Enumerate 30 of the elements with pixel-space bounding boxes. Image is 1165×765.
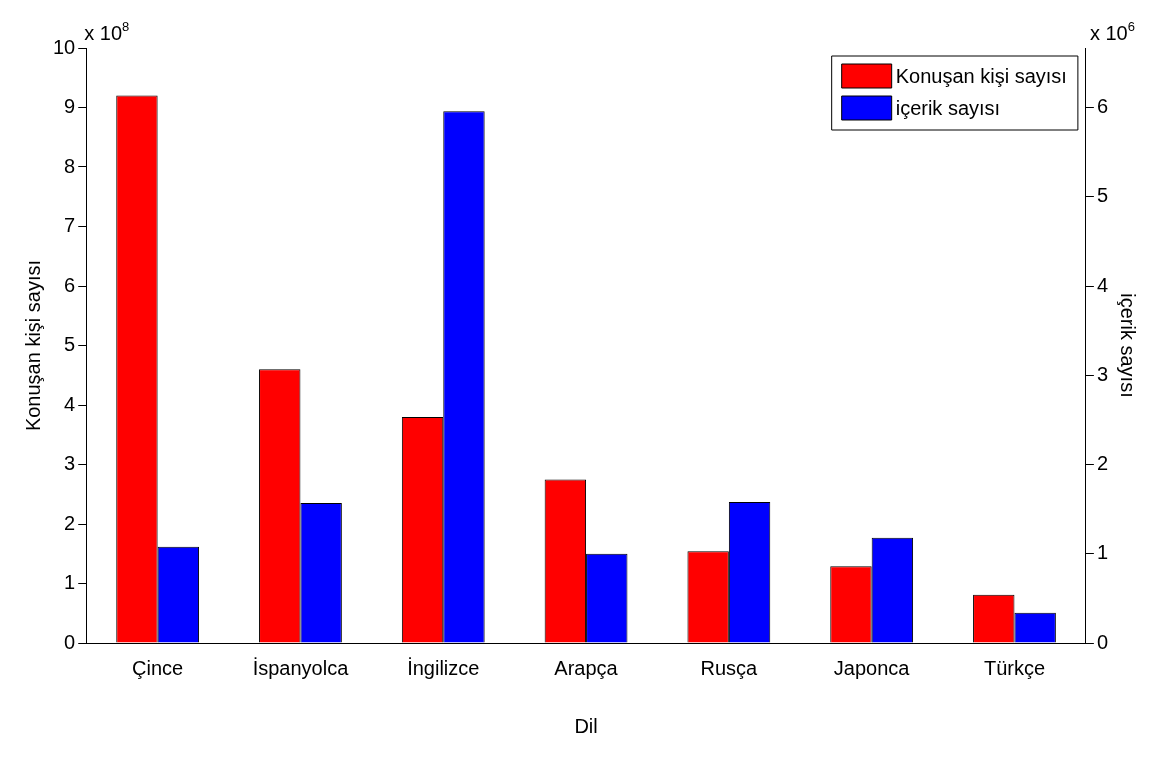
x-axis-title: Dil bbox=[574, 714, 598, 737]
y-tick-label: 6 bbox=[64, 273, 76, 296]
y2-axis-title: içerik sayısı bbox=[1117, 293, 1140, 398]
y2-tick-label: 4 bbox=[1096, 273, 1108, 296]
y2-tick-label: 1 bbox=[1096, 541, 1108, 564]
y-tick-label: 7 bbox=[64, 214, 76, 237]
x-tick-label: Türkçe bbox=[983, 656, 1046, 679]
y-tick-label: 8 bbox=[64, 154, 76, 177]
y2-tick-label: 6 bbox=[1096, 95, 1108, 118]
x-tick-label: Rusça bbox=[700, 656, 759, 679]
x-tick-label: İngilizce bbox=[407, 656, 480, 679]
y-tick-label: 5 bbox=[64, 333, 76, 356]
y-tick-label: 3 bbox=[64, 452, 76, 475]
x-tick-label: Çince bbox=[132, 656, 184, 679]
x-tick-label: Japonca bbox=[833, 656, 911, 679]
y-tick-label: 2 bbox=[64, 511, 76, 534]
y2-tick-label: 5 bbox=[1096, 184, 1108, 207]
x-tick-label: İspanyolca bbox=[252, 656, 350, 679]
y2-tick-label: 3 bbox=[1096, 362, 1108, 385]
legend-label: içerik sayısı bbox=[895, 96, 1001, 119]
y2-tick-label: 0 bbox=[1096, 630, 1108, 653]
x-tick-label: Arapça bbox=[554, 656, 619, 679]
y-tick-label: 1 bbox=[64, 571, 76, 594]
y-tick-label: 4 bbox=[64, 392, 76, 415]
y-tick-label: 10 bbox=[53, 35, 76, 58]
legend-label: Konuşan kişi sayısı bbox=[895, 64, 1067, 87]
y2-tick-label: 2 bbox=[1096, 452, 1108, 475]
y-tick-label: 0 bbox=[64, 630, 76, 653]
y-tick-label: 9 bbox=[64, 95, 76, 118]
y-axis-title: Konuşan kişi sayısı bbox=[21, 259, 44, 432]
